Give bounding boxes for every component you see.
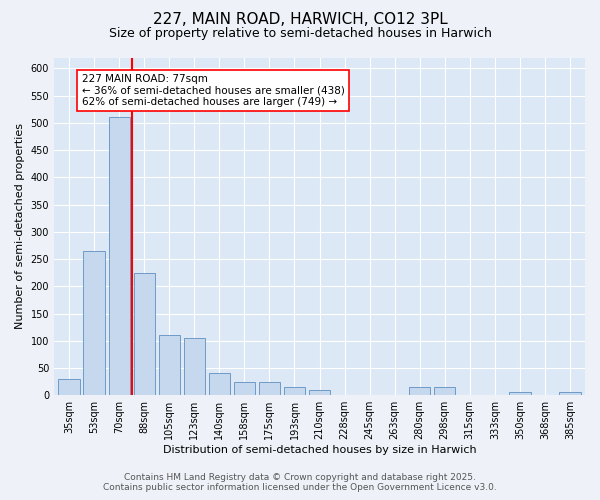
Bar	[158, 336, 180, 395]
Bar	[434, 387, 455, 395]
Bar	[58, 379, 80, 395]
Bar	[509, 392, 530, 395]
Bar	[284, 387, 305, 395]
Bar	[409, 387, 430, 395]
Bar	[309, 390, 330, 395]
Text: 227 MAIN ROAD: 77sqm
← 36% of semi-detached houses are smaller (438)
62% of semi: 227 MAIN ROAD: 77sqm ← 36% of semi-detac…	[82, 74, 344, 107]
Text: Size of property relative to semi-detached houses in Harwich: Size of property relative to semi-detach…	[109, 28, 491, 40]
Bar	[134, 272, 155, 395]
X-axis label: Distribution of semi-detached houses by size in Harwich: Distribution of semi-detached houses by …	[163, 445, 476, 455]
Bar	[184, 338, 205, 395]
Bar	[209, 374, 230, 395]
Bar	[234, 382, 255, 395]
Y-axis label: Number of semi-detached properties: Number of semi-detached properties	[15, 124, 25, 330]
Bar	[83, 251, 105, 395]
Text: 227, MAIN ROAD, HARWICH, CO12 3PL: 227, MAIN ROAD, HARWICH, CO12 3PL	[152, 12, 448, 28]
Text: Contains HM Land Registry data © Crown copyright and database right 2025.
Contai: Contains HM Land Registry data © Crown c…	[103, 473, 497, 492]
Bar	[559, 392, 581, 395]
Bar	[259, 382, 280, 395]
Bar	[109, 118, 130, 395]
